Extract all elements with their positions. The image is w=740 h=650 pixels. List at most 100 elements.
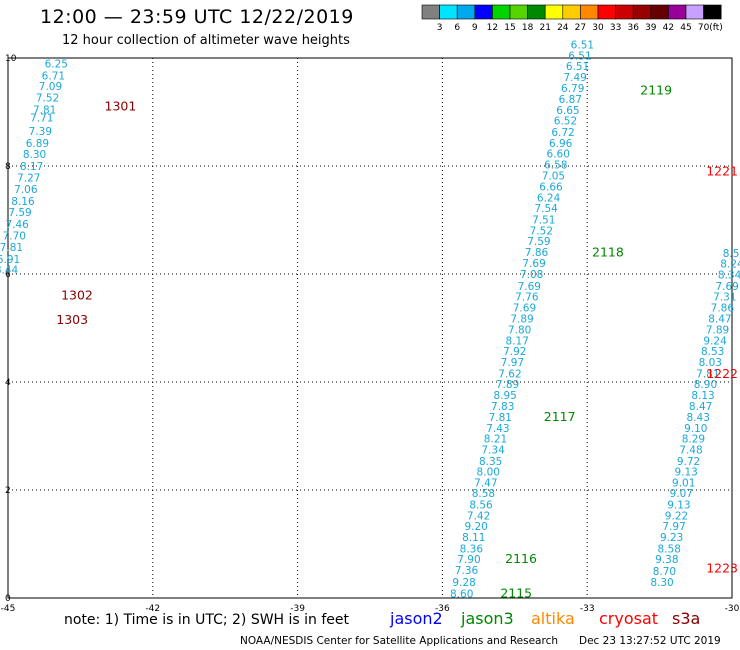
wave-height-value: 8.29	[682, 434, 705, 446]
colorbar-swatch	[685, 4, 704, 20]
wave-height-value: 8.53	[701, 346, 724, 358]
wave-height-value: 8.30	[23, 149, 46, 161]
wave-height-value: 9.07	[670, 488, 693, 500]
y-tick-label: 4	[5, 378, 11, 388]
wave-height-value: 6.51	[566, 61, 589, 73]
wave-height-value: 7.59	[8, 207, 31, 219]
colorbar-swatch	[474, 4, 493, 20]
wave-height-value: 8.58	[472, 488, 495, 500]
wave-height-value: 6.25	[45, 58, 68, 70]
wave-height-value: 8.95	[493, 390, 516, 402]
colorbar-label: 6	[454, 23, 460, 33]
wave-height-value: 8.70	[653, 566, 676, 578]
wave-height-value: 7.09	[39, 81, 62, 93]
pass-label: 2115	[500, 586, 532, 601]
wave-height-value: 7.89	[496, 379, 519, 391]
wave-height-value: 9.22	[665, 510, 688, 522]
wave-height-value: 7.83	[491, 401, 514, 413]
colorbar-unit: (ft)	[709, 23, 723, 33]
colorbar-swatch	[439, 4, 458, 20]
wave-height-value: 7.36	[455, 565, 479, 577]
wave-height-value: 6.60	[547, 149, 570, 161]
wave-height-value: 7.97	[501, 357, 524, 369]
wave-height-value: 7.34	[481, 445, 505, 457]
wave-height-value: 6.51	[568, 50, 591, 62]
colorbar-label: 70	[698, 23, 710, 33]
wave-height-value: 8.90	[694, 379, 717, 391]
colorbar-label: 45	[680, 23, 691, 33]
wave-height-value: 8.47	[689, 401, 712, 413]
credit-text: NOAA/NESDIS Center for Satellite Applica…	[240, 635, 558, 647]
wave-height-value: 7.52	[530, 225, 553, 237]
wave-height-value: 7.76	[515, 292, 539, 304]
legend-jason2: jason2	[390, 609, 443, 628]
wave-height-value: 6.51	[571, 40, 594, 52]
colorbar-label: 9	[472, 23, 478, 33]
wave-height-value: 7.70	[3, 231, 26, 243]
wave-height-value: 7.97	[662, 521, 685, 533]
x-tick-label: -33	[580, 604, 595, 614]
wave-height-value: 9.38	[655, 554, 678, 566]
pass-label: 2117	[544, 409, 576, 424]
colorbar-label: 24	[557, 23, 569, 33]
colorbar-swatch	[456, 4, 476, 20]
wave-height-value: 7.89	[510, 313, 533, 325]
wave-height-value: 8.58	[658, 543, 681, 555]
wave-height-value: 7.71	[30, 112, 53, 124]
colorbar-swatch	[668, 4, 687, 20]
wave-height-value: 7.80	[508, 325, 531, 337]
wave-height-value: 8.36	[460, 543, 484, 555]
wave-height-value: 6.91	[0, 254, 20, 266]
wave-height-value: 7.43	[486, 423, 509, 435]
y-tick-label: 0	[5, 594, 11, 604]
wave-height-value: 9.10	[684, 423, 707, 435]
wave-height-value: 9.20	[464, 521, 487, 533]
chart-title: 12:00 — 23:59 UTC 12/22/2019	[40, 6, 354, 28]
legend-cryosat: cryosat	[599, 609, 659, 628]
wave-height-value: 8.21	[484, 434, 507, 446]
colorbar-label: 39	[645, 23, 657, 33]
wave-height-value: 9.28	[452, 577, 475, 589]
wave-height-value: 7.05	[542, 171, 565, 183]
wave-height-value: 8.13	[691, 390, 714, 402]
wave-height-value: 8.47	[708, 313, 731, 325]
wave-height-value: 9.24	[703, 335, 727, 347]
wave-height-value: 6.58	[544, 159, 567, 171]
colorbar-swatch	[509, 4, 528, 20]
wave-height-value: 9.13	[667, 500, 690, 512]
wave-height-value: 6.24	[537, 192, 561, 204]
wave-height-value: 8.00	[477, 467, 500, 479]
wave-height-value: 8.44	[0, 265, 19, 277]
colorbar-swatch	[492, 4, 511, 20]
wave-height-value: 7.81	[696, 368, 719, 380]
wave-height-value: 8.56	[469, 500, 493, 512]
chart-subtitle: 12 hour collection of altimeter wave hei…	[62, 33, 350, 48]
wave-height-value: 8.60	[450, 589, 473, 601]
wave-height-value: 6.79	[561, 83, 584, 95]
wave-height-value: 8.17	[506, 335, 529, 347]
wave-height-value: 7.54	[534, 203, 558, 215]
y-tick-label: 10	[5, 54, 17, 64]
wave-height-value: 9.01	[672, 477, 695, 489]
x-tick-label: -45	[1, 604, 16, 614]
wave-height-value: 7.81	[0, 242, 23, 254]
wave-height-value: 7.39	[29, 126, 52, 138]
wave-height-value: 8.17	[20, 161, 43, 173]
colorbar-label: 27	[575, 23, 586, 33]
wave-height-value: 7.69	[513, 302, 536, 314]
wave-height-value: 7.51	[532, 214, 555, 226]
wave-height-value: 6.87	[559, 94, 582, 106]
pass-label: 1222	[706, 366, 738, 381]
colorbar-label: 21	[539, 23, 550, 33]
wave-height-value: 7.49	[563, 72, 586, 84]
wave-height-value: 7.62	[498, 368, 521, 380]
wave-height-value: 7.86	[525, 247, 549, 259]
wave-height-value: 8.24	[720, 259, 740, 271]
wave-height-value: 7.81	[33, 104, 56, 116]
y-tick-label: 2	[5, 486, 11, 496]
pass-label: 2118	[592, 244, 624, 259]
legend-s3a: s3a	[672, 609, 701, 628]
wave-height-value: 7.52	[36, 92, 59, 104]
colorbar-label: 30	[592, 23, 604, 33]
